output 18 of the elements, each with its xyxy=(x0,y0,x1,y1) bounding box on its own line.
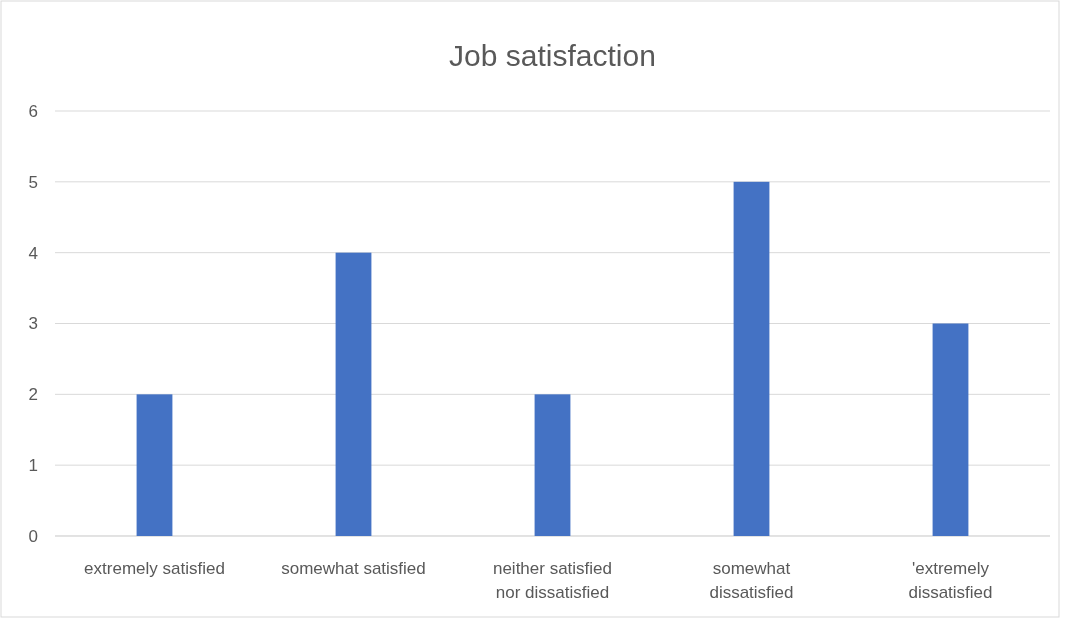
chart-title: Job satisfaction xyxy=(449,39,656,72)
y-tick-label: 0 xyxy=(28,526,38,546)
y-tick-label: 3 xyxy=(28,314,38,334)
x-tick-label: extremely satisfied xyxy=(84,559,225,578)
y-tick-label: 6 xyxy=(28,101,38,121)
bar xyxy=(932,323,969,536)
x-tick-label: 'extremely dissatisfied xyxy=(908,559,993,602)
y-tick-label: 5 xyxy=(28,172,38,192)
x-tick-label: somewhat satisfied xyxy=(281,559,426,578)
bar xyxy=(733,181,770,536)
y-tick-label: 2 xyxy=(28,385,38,405)
x-tick-label: somewhat dissatisfied xyxy=(709,559,794,602)
x-tick-label: neither satisfied nor dissatisfied xyxy=(492,559,613,602)
y-tick-label: 1 xyxy=(28,456,38,476)
bar xyxy=(534,394,571,536)
bar xyxy=(335,252,372,536)
bar xyxy=(136,394,173,536)
y-tick-label: 4 xyxy=(28,243,38,263)
